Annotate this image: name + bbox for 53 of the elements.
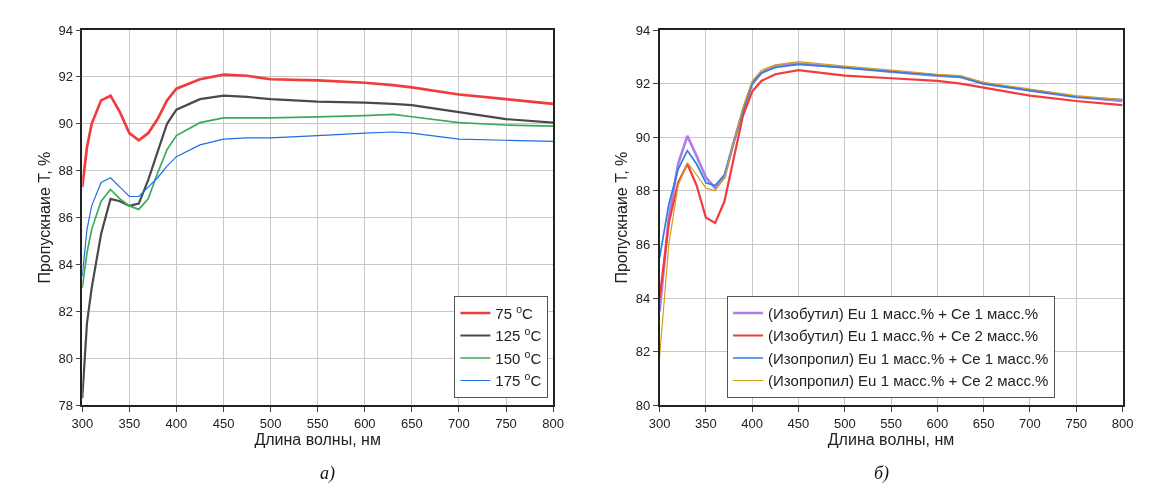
legend-label: (Изобутил) Eu 1 масс.% + Ce 2 масс.% (768, 327, 1039, 345)
x-tick-label: 400 (165, 415, 188, 431)
x-tick-label: 700 (448, 415, 470, 431)
legend-label: (Изобутил) Eu 1 масс.% + Ce 1 масс.% (768, 304, 1039, 322)
x-tick-label: 700 (1019, 415, 1041, 431)
y-tick-label: 86 (635, 236, 651, 252)
x-axis-title: Длина волны, нм (827, 430, 955, 448)
legend-label: (Изопропил) Eu 1 масс.% + Ce 2 масс.% (768, 372, 1049, 390)
x-tick-label: 350 (118, 415, 141, 431)
x-tick-label: 450 (787, 415, 810, 431)
y-tick-label: 90 (635, 129, 651, 145)
x-tick-label: 600 (353, 415, 376, 431)
x-tick-label: 750 (1065, 415, 1088, 431)
legend-label: 150 $^{o}$C (495, 347, 542, 367)
x-tick-label: 500 (259, 415, 282, 431)
y-axis-title: Пропускнаие T, % (613, 151, 631, 284)
y-tick-label: 78 (58, 397, 73, 413)
x-axis-title: Длина волны, нм (254, 430, 381, 448)
legend-label: 125 $^{o}$C (495, 325, 542, 345)
x-tick-label: 300 (648, 415, 671, 431)
x-tick-label: 550 (306, 415, 329, 431)
y-tick-label: 92 (58, 69, 73, 85)
y-tick-label: 92 (635, 76, 651, 92)
y-tick-label: 88 (635, 183, 651, 199)
y-tick-label: 90 (58, 116, 73, 132)
x-tick-label: 500 (833, 415, 856, 431)
x-tick-label: 400 (741, 415, 764, 431)
x-tick-label: 450 (212, 415, 235, 431)
text: б) (874, 463, 890, 484)
x-tick-label: 750 (495, 415, 517, 431)
y-tick-label: 86 (58, 210, 73, 226)
y-tick-label: 84 (635, 290, 651, 306)
x-tick-label: 600 (926, 415, 949, 431)
y-axis-title: Пропускнаие T, % (35, 151, 53, 284)
y-tick-label: 82 (635, 344, 651, 360)
x-tick-label: 800 (542, 415, 564, 431)
x-tick-label: 550 (880, 415, 902, 431)
y-tick-label: 94 (635, 22, 651, 38)
x-tick-label: 800 (1111, 415, 1134, 431)
y-tick-label: 84 (58, 257, 73, 273)
y-tick-label: 82 (58, 303, 73, 319)
y-tick-label: 80 (635, 397, 651, 413)
legend-label: (Изопропил) Eu 1 масс.% + Ce 1 масс.% (768, 349, 1049, 367)
y-tick-label: 88 (58, 163, 73, 179)
x-tick-label: 300 (71, 415, 94, 431)
legend-label: 175 $^{o}$C (495, 370, 542, 390)
x-tick-label: 650 (972, 415, 995, 431)
x-tick-label: 350 (695, 415, 717, 431)
legend-label: 75 $^{o}$C (495, 302, 534, 322)
y-tick-label: 94 (58, 22, 73, 38)
y-tick-label: 80 (58, 350, 73, 366)
text: а) (320, 463, 335, 484)
x-tick-label: 650 (400, 415, 423, 431)
